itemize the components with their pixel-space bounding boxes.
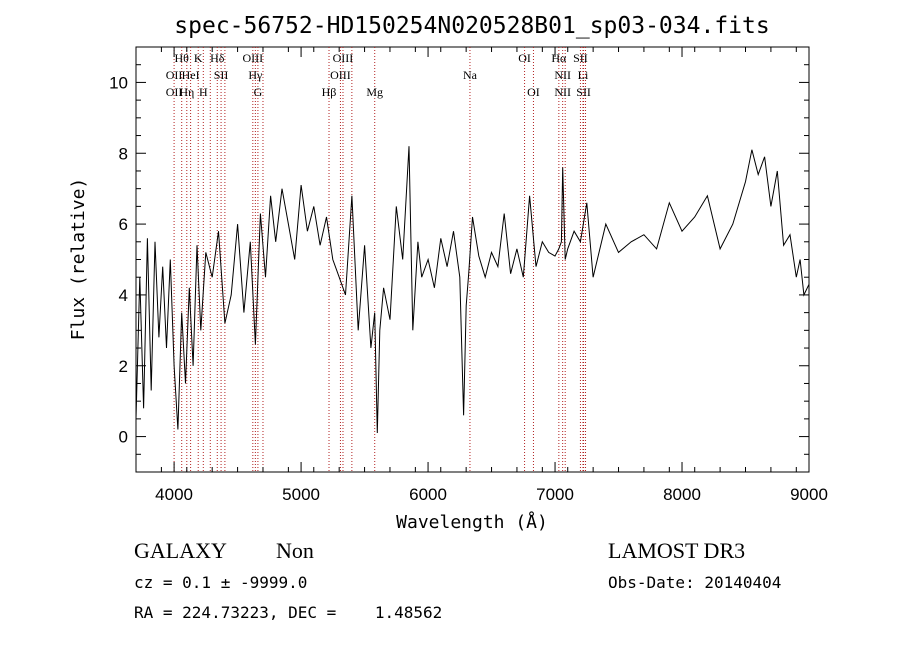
observation-date: Obs-Date: 20140404 (608, 573, 782, 592)
marker-label: Hθ (175, 51, 190, 65)
marker-label: HeI (182, 68, 200, 82)
marker-label: Mg (366, 85, 383, 99)
marker-label: Hδ (210, 51, 225, 65)
x-tick-label: 9000 (790, 485, 828, 504)
x-tick-label: 8000 (663, 485, 701, 504)
y-axis-label: Flux (relative) (68, 178, 89, 341)
marker-label: OI (527, 85, 540, 99)
marker-label: NII (554, 85, 571, 99)
y-tick-label: 10 (109, 73, 128, 92)
emission-line-labels: OII OII Hθ Hη HeI K H Hδ SII OIII Hγ G Hβ OIII OIII Mg N… (166, 51, 591, 99)
marker-label: Hβ (322, 85, 337, 99)
marker-label: Hη (179, 85, 194, 99)
marker-label: G (254, 85, 263, 99)
x-axis-ticks: 4000 5000 6000 7000 8000 9000 (135, 47, 828, 504)
y-tick-label: 8 (119, 144, 128, 163)
marker-label: OIII (333, 51, 354, 65)
marker-label: NII (554, 68, 571, 82)
y-axis-ticks: 0 2 4 6 8 10 (109, 46, 809, 473)
marker-label: OIII (330, 68, 351, 82)
marker-label: Hγ (248, 68, 263, 82)
x-tick-label: 4000 (155, 485, 193, 504)
x-axis-label: Wavelength (Å) (396, 511, 548, 533)
emission-line-markers (173, 47, 587, 472)
plot-frame (135, 46, 810, 473)
marker-label: Na (463, 68, 478, 82)
x-tick-label: 6000 (409, 485, 447, 504)
y-tick-label: 0 (119, 428, 128, 447)
spectrum-line (135, 146, 810, 434)
x-tick-label: 7000 (536, 485, 574, 504)
redshift-cz: cz = 0.1 ± -9999.0 (134, 573, 308, 592)
marker-label: Hα (551, 51, 567, 65)
marker-label: Li (578, 68, 589, 82)
object-subclass: Non (276, 538, 314, 563)
chart-title: spec-56752-HD150254N020528B01_sp03-034.f… (174, 13, 769, 39)
object-class: GALAXY (134, 538, 227, 563)
marker-label: SII (573, 51, 588, 65)
marker-label: SII (576, 85, 591, 99)
survey-name: LAMOST DR3 (608, 538, 746, 563)
marker-label: OIII (242, 51, 263, 65)
marker-label: K (194, 51, 203, 65)
marker-label: H (199, 85, 208, 99)
y-tick-label: 6 (119, 215, 128, 234)
marker-label: SII (214, 68, 229, 82)
marker-label: OI (518, 51, 531, 65)
marker-label: OII (166, 85, 183, 99)
marker-label: OII (166, 68, 183, 82)
y-tick-label: 4 (119, 286, 128, 305)
y-tick-label: 2 (119, 357, 128, 376)
x-tick-label: 5000 (282, 485, 320, 504)
ra-dec-coordinates: RA = 224.73223, DEC = 1.48562 (134, 603, 443, 622)
